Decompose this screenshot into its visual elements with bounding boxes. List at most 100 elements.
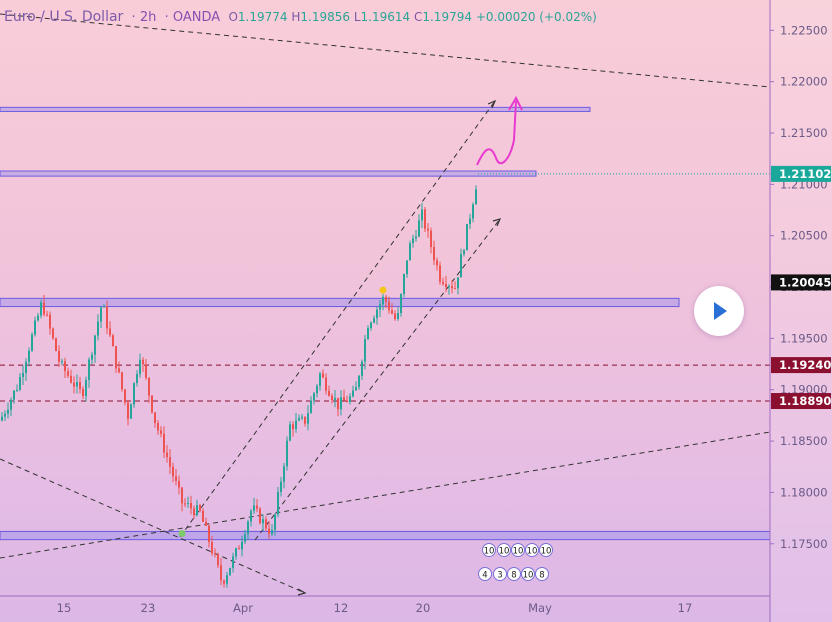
candle-body [196,505,198,516]
candle-body [172,466,174,477]
event-count: 10 [541,547,552,557]
candle-body [262,519,264,524]
candle-body [181,487,183,504]
candle-body [238,548,240,550]
arrow-head-icon [487,99,497,109]
event-icon[interactable] [478,567,492,581]
candle-body [307,413,309,424]
event-icon[interactable] [539,543,553,557]
candle-body [328,390,330,396]
candle-body [217,554,219,566]
candle-body [472,204,474,219]
candle-body [418,220,420,237]
candle-body [412,238,414,244]
candle-body [145,364,147,378]
candle-body [256,505,258,509]
candle-body [454,288,456,290]
candle-body [415,236,417,239]
candle-body [148,377,150,396]
candle-body [139,359,141,375]
trend-line[interactable] [179,100,496,538]
zone-rectangle[interactable] [0,170,537,177]
event-icon[interactable] [493,567,507,581]
projection-curve[interactable] [476,100,517,166]
candle-body [85,379,87,397]
trend-line[interactable] [0,431,771,559]
zone-rectangle[interactable] [0,106,591,112]
candle-body [457,277,459,289]
price-badge-label: 1.20045 [779,275,831,289]
price-badge [771,165,831,182]
event-count: 10 [513,547,524,557]
candle-body [448,286,450,288]
candle-body [136,374,138,384]
candle-body [124,389,126,403]
chart-header: Euro / U.S. Dollar · 2h · OANDA O1.19774… [4,9,597,25]
candle-body [355,387,357,391]
ohlc-values: O1.19774 H1.19856 L1.19614 C1.19794 +0.0… [228,10,597,24]
event-icon[interactable] [482,543,496,557]
price-axis[interactable] [770,0,832,622]
candle-body [235,548,237,557]
event-icon[interactable] [511,543,525,557]
candle-body [67,371,69,376]
candle-body [268,528,270,534]
signal-marker [379,286,387,294]
event-icon[interactable] [497,543,511,557]
event-icon[interactable] [535,567,549,581]
candle-body [373,318,375,323]
candle-body [364,339,366,362]
candle-body [313,393,315,401]
price-change: +0.00020 (+0.02%) [475,10,597,24]
candle-body [199,505,201,511]
play-button[interactable] [694,286,744,336]
candle-body [205,521,207,526]
candle-body [193,508,195,516]
candle-body [49,314,51,329]
candle-body [304,416,306,424]
candle-body [118,368,120,373]
candle-body [469,218,471,225]
candle-body [103,306,105,308]
candle-body [52,328,54,339]
candle-body [169,457,171,467]
play-icon [714,302,727,320]
y-tick-label: 1.18000 [780,485,828,499]
candle-body [16,389,18,391]
candle-body [439,265,441,282]
event-icon[interactable] [525,543,539,557]
y-tick-label: 1.19500 [780,331,828,345]
event-icon[interactable] [507,567,521,581]
candle-body [301,416,303,419]
trend-line[interactable] [0,13,771,88]
candle-body [4,413,6,417]
candle-body [358,375,360,388]
trend-line[interactable] [254,218,501,541]
zone-rectangle[interactable] [0,297,680,308]
candle-body [286,440,288,467]
x-tick-label: 20 [416,601,431,615]
candle-body [7,409,9,414]
y-tick-label: 1.18500 [780,434,828,448]
trend-line[interactable] [0,458,306,594]
candle-body [1,416,3,421]
candle-body [331,395,333,400]
candle-body [61,361,63,363]
candle-body [220,565,222,581]
signal-marker [178,529,186,537]
candle-body [79,382,81,390]
candle-body [187,503,189,505]
zone-rectangle[interactable] [0,530,771,541]
candle-body [460,254,462,278]
symbol-name[interactable]: Euro / U.S. Dollar [4,9,124,25]
candle-body [445,283,447,287]
candle-body [208,525,210,543]
candle-body [400,294,402,313]
timeframe[interactable]: 2h [139,10,157,25]
event-icon[interactable] [521,567,535,581]
candle-body [151,395,153,413]
candle-body [88,359,90,380]
candle-body [232,556,234,568]
